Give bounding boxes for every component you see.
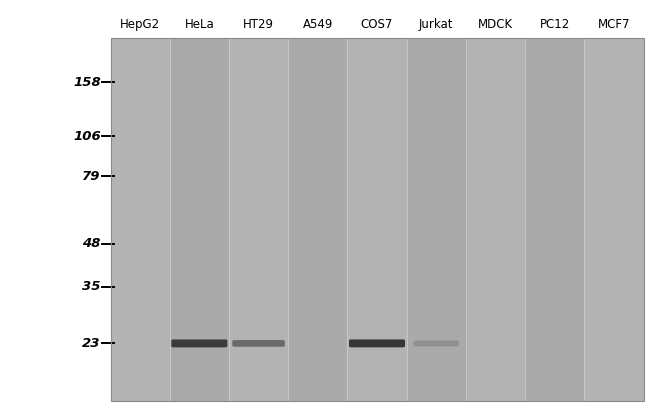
Text: MCF7: MCF7	[597, 18, 630, 31]
Bar	[111, 38, 170, 401]
Bar	[347, 38, 407, 401]
FancyBboxPatch shape	[349, 339, 405, 347]
Text: PC12: PC12	[540, 18, 570, 31]
FancyBboxPatch shape	[172, 339, 227, 347]
Text: 158: 158	[73, 76, 101, 89]
Bar	[466, 38, 525, 401]
Text: HeLa: HeLa	[185, 18, 215, 31]
Text: 106: 106	[73, 130, 101, 143]
Text: 79: 79	[83, 170, 101, 183]
Text: 23: 23	[83, 337, 101, 350]
Text: 48: 48	[83, 237, 101, 250]
Bar	[170, 38, 229, 401]
Bar	[229, 38, 288, 401]
Bar	[525, 38, 584, 401]
Text: A549: A549	[303, 18, 333, 31]
Bar	[111, 38, 644, 401]
FancyBboxPatch shape	[232, 340, 285, 347]
Bar	[407, 38, 466, 401]
Bar	[584, 38, 644, 401]
Text: HepG2: HepG2	[120, 18, 160, 31]
FancyBboxPatch shape	[413, 341, 459, 347]
Text: MDCK: MDCK	[478, 18, 513, 31]
Text: COS7: COS7	[361, 18, 393, 31]
Bar	[288, 38, 347, 401]
Text: 35: 35	[83, 280, 101, 293]
Text: Jurkat: Jurkat	[419, 18, 454, 31]
Text: HT29: HT29	[243, 18, 274, 31]
